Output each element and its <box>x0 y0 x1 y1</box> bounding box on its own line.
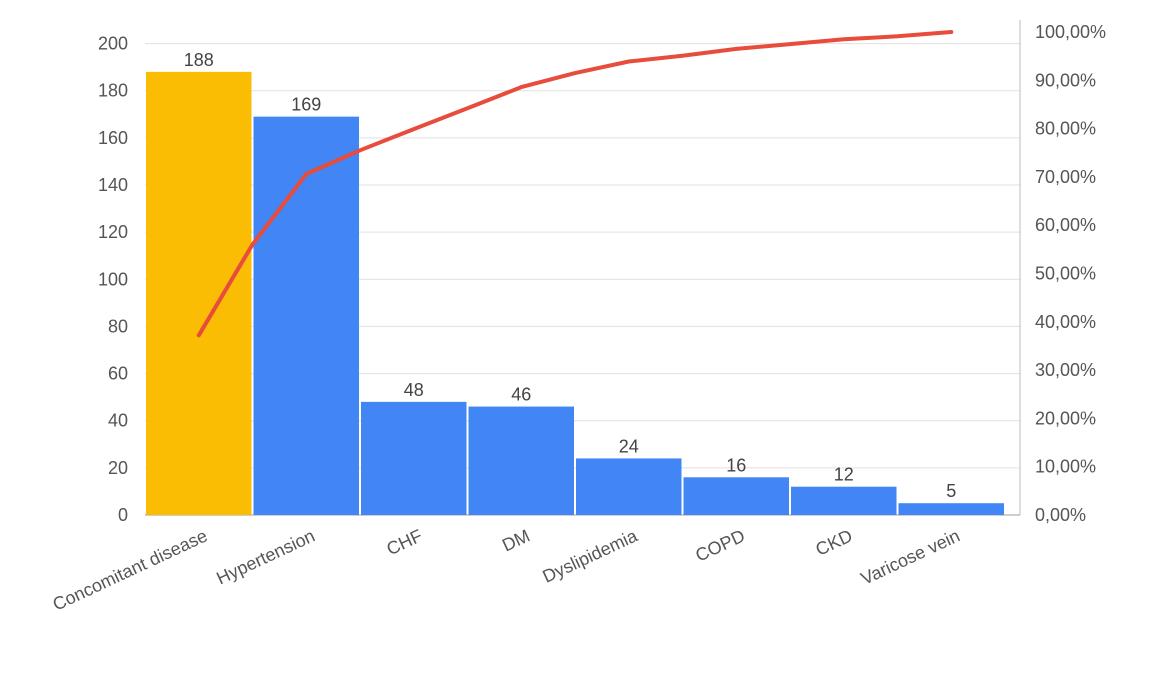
x-tick-label: Hypertension <box>213 525 318 588</box>
y2-tick-label: 30,00% <box>1035 360 1096 380</box>
x-tick-label: Dyslipidemia <box>540 525 642 587</box>
y-tick-label: 60 <box>108 364 128 384</box>
y2-tick-label: 50,00% <box>1035 264 1096 284</box>
x-axis: Concomitant disease Hypertension CHF DM Dysl… <box>50 525 963 615</box>
x-tick-label: Varicose vein <box>858 525 963 588</box>
bars <box>146 71 1004 516</box>
y-tick-label: 120 <box>98 222 128 242</box>
bar-value-label: 16 <box>726 455 746 475</box>
y-tick-label: 200 <box>98 34 128 54</box>
bar-value-label: 24 <box>619 436 639 456</box>
y-tick-label: 20 <box>108 458 128 478</box>
bar <box>253 116 359 516</box>
y-axis-right: 0,00% 10,00% 20,00% 30,00% 40,00% 50,00% 60,00… <box>1019 20 1106 525</box>
y2-tick-label: 100,00% <box>1035 22 1106 42</box>
cumulative-line <box>196 30 954 338</box>
bar <box>361 401 467 515</box>
y-tick-label: 100 <box>98 269 128 289</box>
bar-value-label: 188 <box>184 50 214 70</box>
y2-tick-label: 80,00% <box>1035 119 1096 139</box>
x-tick-label: CKD <box>813 525 856 559</box>
bar <box>468 406 574 515</box>
x-tick-label: CHF <box>383 525 425 559</box>
y2-tick-label: 10,00% <box>1035 457 1096 477</box>
x-tick-label: COPD <box>692 525 748 565</box>
y2-tick-label: 40,00% <box>1035 312 1096 332</box>
bar-value-label: 12 <box>834 465 854 485</box>
bar <box>898 503 1004 515</box>
x-tick-label: DM <box>499 525 533 555</box>
bar-value-label: 48 <box>404 380 424 400</box>
y-axis-left: 0 20 40 60 80 100 120 140 160 180 200 <box>98 34 128 525</box>
y-tick-label: 0 <box>118 505 128 525</box>
x-tick-label: Concomitant disease <box>50 525 211 614</box>
y2-tick-label: 60,00% <box>1035 215 1096 235</box>
bar-value-label: 46 <box>511 385 531 405</box>
data-labels: 188 169 48 46 24 16 12 5 <box>184 50 957 501</box>
y2-tick-label: 90,00% <box>1035 70 1096 90</box>
cumulative-percent-line <box>196 30 954 338</box>
bar <box>683 477 789 515</box>
y-tick-label: 180 <box>98 81 128 101</box>
bar <box>576 458 682 515</box>
y-tick-label: 140 <box>98 175 128 195</box>
bar <box>791 486 897 515</box>
bar-value-label: 5 <box>946 481 956 501</box>
bar <box>146 71 252 515</box>
bar-value-label: 169 <box>291 95 321 115</box>
y2-tick-label: 0,00% <box>1035 505 1086 525</box>
y-tick-label: 80 <box>108 316 128 336</box>
y2-tick-label: 20,00% <box>1035 408 1096 428</box>
y2-tick-label: 70,00% <box>1035 167 1096 187</box>
y-tick-label: 160 <box>98 128 128 148</box>
y-tick-label: 40 <box>108 411 128 431</box>
